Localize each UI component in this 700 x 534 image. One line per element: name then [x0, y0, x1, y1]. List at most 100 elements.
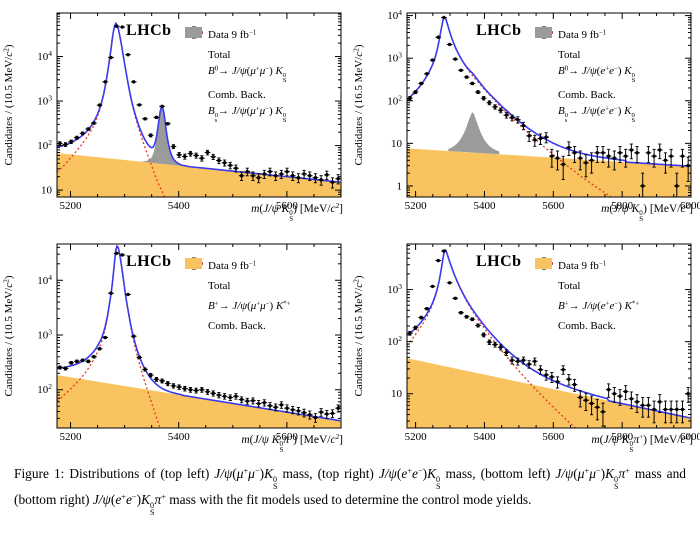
- legend-item: Total: [534, 262, 639, 296]
- legend-item: Comb. Back.: [184, 27, 287, 105]
- signal-fit-curve: [407, 15, 613, 197]
- legend-label: B+→ J/ψ(e+e−) K*+: [558, 299, 640, 312]
- legend: Data 9 fb−1 Total B+→ J/ψ(e+e−) K*+ Comb. B…: [534, 256, 639, 336]
- lhcb-label: LHCb: [476, 22, 522, 39]
- figure-panel-grid: 5200 5400 5600 10 102 103 104 Candidates / (10.…: [0, 0, 700, 462]
- legend-label: Comb. Back.: [208, 319, 266, 332]
- legend-label: Total: [558, 279, 581, 292]
- legend-label: Data 9 fb−1: [558, 259, 607, 272]
- svg-text:103: 103: [387, 51, 402, 65]
- y-axis-title: Candidates / (16.5 MeV/c2): [352, 275, 366, 396]
- comb-background-area: [57, 153, 341, 197]
- panel-bottom-right: 5200 5400 5600 5800 6000 10 102 103 Candidates /…: [350, 231, 700, 462]
- svg-text:5200: 5200: [405, 200, 428, 212]
- total-fit-curve: [407, 15, 691, 167]
- legend-label: Comb. Back.: [208, 88, 266, 101]
- svg-text:10: 10: [391, 388, 403, 400]
- svg-text:1: 1: [397, 180, 403, 192]
- svg-text:104: 104: [37, 49, 52, 63]
- legend-item: B+→ J/ψ(μ+μ−) K*+: [184, 262, 291, 316]
- signal-fit-curve: [57, 244, 161, 428]
- svg-text:103: 103: [37, 94, 52, 108]
- svg-text:5400: 5400: [473, 200, 496, 212]
- data-points-layer: [407, 249, 691, 427]
- legend-label: B+→ J/ψ(μ+μ−) K*+: [208, 299, 291, 312]
- svg-text:5800: 5800: [611, 200, 634, 212]
- bs-signal-area: [448, 112, 500, 155]
- svg-text:5600: 5600: [276, 200, 299, 212]
- comb-background-area: [407, 358, 691, 428]
- legend-label: Comb. Back.: [558, 88, 616, 101]
- legend-label: Comb. Back.: [558, 319, 616, 332]
- legend-item: Total: [534, 31, 635, 65]
- legend-item: B+→ J/ψ(e+e−) K*+: [534, 262, 640, 316]
- lhcb-label: LHCb: [476, 253, 522, 270]
- legend-item: Total: [184, 262, 291, 296]
- svg-text:10: 10: [391, 138, 403, 150]
- legend: Data 9 fb−1 Total B+→ J/ψ(μ+μ−) K*+ Comb. B…: [184, 256, 291, 336]
- svg-text:102: 102: [387, 334, 402, 348]
- svg-text:5600: 5600: [542, 200, 565, 212]
- svg-text:102: 102: [387, 93, 402, 107]
- axes-layer: 5200 5400 5600 102 103 104 Candidates / (10.5 …: [2, 243, 342, 443]
- axes-layer: 5200 5400 5600 5800 6000 10 102 103 Candidates /…: [352, 243, 700, 443]
- svg-text:104: 104: [387, 8, 402, 22]
- plot-bottom-left: 5200 5400 5600 102 103 104 Candidates / (10.5 …: [2, 243, 342, 443]
- legend-item: Total: [184, 31, 287, 65]
- svg-text:6000: 6000: [680, 431, 700, 443]
- lhcb-label: LHCb: [126, 253, 172, 270]
- legend-item: Comb. Back.: [534, 258, 639, 336]
- svg-text:5600: 5600: [542, 431, 565, 443]
- bs-signal-area: [141, 107, 186, 167]
- svg-text:102: 102: [37, 382, 52, 396]
- x-axis-title: m(J/ψ K 0 S) [MeV/c2]: [251, 202, 343, 224]
- legend: Data 9 fb−1 Total B0→ J/ψ(e+e−) K 0 S Comb. B…: [534, 25, 635, 125]
- y-axis-title: Candidates / (16.5 MeV/c2): [352, 44, 366, 165]
- svg-text:5600: 5600: [276, 431, 299, 443]
- plot-top-left: 5200 5400 5600 10 102 103 104 Candidates / (10.…: [2, 12, 342, 212]
- axes-layer: 5200 5400 5600 5800 6000 1 10 102 103 104 Candidat…: [352, 8, 700, 212]
- legend-label: Total: [208, 48, 231, 61]
- y-axis-title: Candidates / (10.5 MeV/c2): [2, 44, 16, 165]
- data-points-layer: [57, 251, 341, 423]
- figure-caption: Figure 1: Distributions of (top left) J/…: [14, 466, 686, 517]
- comb-background-area: [57, 375, 341, 428]
- x-axis-title: m(J/ψ K 0 S) [MeV/c2]: [601, 202, 693, 224]
- plot-top-right: 5200 5400 5600 5800 6000 1 10 102 103 104 Candidat…: [352, 8, 700, 212]
- svg-text:103: 103: [387, 282, 402, 296]
- svg-text:5400: 5400: [473, 431, 496, 443]
- curves-layer: [407, 15, 691, 197]
- svg-text:5400: 5400: [168, 200, 191, 212]
- svg-text:104: 104: [37, 273, 52, 287]
- axes-layer: 5200 5400 5600 10 102 103 104 Candidates / (10.…: [2, 12, 342, 212]
- legend-label: Total: [208, 279, 231, 292]
- svg-text:5200: 5200: [405, 431, 428, 443]
- svg-text:103: 103: [37, 328, 52, 342]
- panel-bottom-left: 5200 5400 5600 102 103 104 Candidates / (10.5 …: [0, 231, 350, 462]
- panel-top-right: 5200 5400 5600 5800 6000 1 10 102 103 104 Candidat…: [350, 0, 700, 231]
- y-axis-title: Candidates / (10.5 MeV/c2): [2, 275, 16, 396]
- data-points-layer: [57, 24, 341, 189]
- svg-text:10: 10: [41, 185, 53, 197]
- legend-label: Data 9 fb−1: [208, 259, 257, 272]
- comb-background-area: [407, 148, 691, 197]
